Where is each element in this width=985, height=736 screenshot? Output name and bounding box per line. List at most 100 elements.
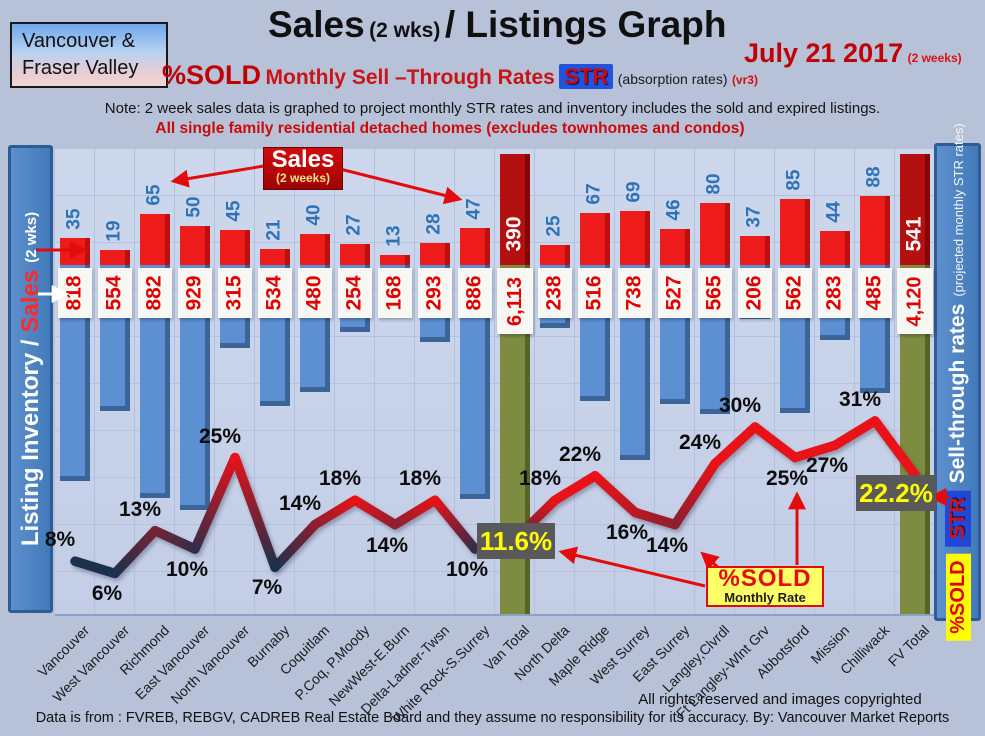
inventory-value-box: 565	[698, 268, 732, 318]
sales-value-label: 80	[703, 173, 725, 195]
title-rest: / Listings Graph	[444, 4, 727, 45]
left-axis-sales-label: Sales	[16, 269, 44, 333]
pctsold-callout-sub: Monthly Rate	[724, 589, 806, 605]
sales-callout-sub: (2 weeks)	[275, 170, 331, 185]
sales-value-label: 19	[103, 220, 125, 242]
right-axis-label: %SOLD STR Sell-through rates (projected …	[944, 123, 971, 641]
sales-bar	[180, 226, 210, 265]
sales-bar	[820, 231, 850, 265]
str-point-label: 18%	[518, 467, 562, 491]
pctsold-callout-title: %SOLD	[718, 565, 812, 592]
str-point-label: 7%	[251, 576, 283, 600]
sales-value-label: 541	[902, 216, 926, 252]
str-point-label: 18%	[318, 467, 362, 491]
date-line: July 21 2017 (2 weeks)	[744, 38, 962, 69]
subtitle-pctsold: %SOLD	[162, 60, 262, 90]
sales-total-bar	[900, 154, 930, 265]
sales-value-label: 85	[783, 169, 805, 191]
sales-value-label: 44	[823, 201, 845, 223]
sales-bar	[260, 249, 290, 265]
subtitle-absorption: (absorption rates)	[617, 71, 728, 87]
inventory-value-box: 527	[658, 268, 692, 318]
title-sales: Sales	[268, 4, 365, 45]
rights-text: All rights reserved and images copyright…	[638, 691, 922, 708]
inventory-value-box: 283	[818, 268, 852, 318]
str-point-label: 30%	[718, 394, 762, 417]
right-axis-bar: %SOLD STR Sell-through rates (projected …	[934, 123, 981, 641]
str-point-label: 13%	[118, 497, 162, 521]
inventory-value-box: 4,120	[897, 268, 933, 334]
sales-bar	[140, 214, 170, 265]
inventory-value-box: 562	[778, 268, 812, 318]
sales-bar	[420, 243, 450, 265]
str-point-label: 14%	[278, 491, 322, 515]
sales-bar	[660, 229, 690, 265]
inventory-value-box: 929	[178, 268, 212, 318]
inventory-value-box: 206	[738, 268, 772, 318]
sales-bar	[700, 203, 730, 265]
sales-value-label: 37	[743, 206, 765, 228]
inventory-value-box: 738	[618, 268, 652, 318]
str-point-label: 27%	[805, 454, 849, 478]
region-line2: Fraser Valley	[22, 57, 139, 79]
str-point-label: 22%	[558, 442, 602, 466]
inventory-value-box: 168	[378, 268, 412, 318]
page-title: Sales (2 wks) / Listings Graph	[268, 4, 726, 46]
str-point-label: 6%	[91, 582, 123, 606]
str-point-label: 10%	[165, 558, 209, 581]
str-point-label: 25%	[198, 424, 242, 448]
report-date-note: (2 weeks)	[907, 51, 962, 65]
subtitle-rates: Monthly Sell –Through Rates	[265, 66, 555, 89]
van-total-rate-box: 11.6%	[477, 523, 555, 559]
sales-callout-title: Sales	[271, 146, 335, 173]
left-axis-inventory-label: Listing Inventory /	[16, 339, 44, 547]
title-wks: (2 wks)	[369, 19, 441, 42]
inventory-value-box: 882	[138, 268, 172, 318]
inventory-value-box: 485	[858, 268, 892, 318]
region-box: Vancouver & Fraser Valley	[10, 22, 168, 88]
str-point-label: 24%	[678, 430, 722, 454]
sales-bar	[740, 236, 770, 265]
sales-bar	[340, 244, 370, 265]
sales-bar	[620, 211, 650, 265]
inventory-value-box: 554	[98, 268, 132, 318]
note-text: Note: 2 week sales data is graphed to pr…	[104, 100, 881, 117]
sales-value-label: 25	[543, 215, 565, 237]
pctsold-badge: %SOLD	[945, 553, 970, 641]
inventory-value-box: 6,113	[497, 268, 533, 334]
subtitle-version: (vr3)	[731, 73, 758, 87]
str-point-label: 25%	[765, 466, 809, 490]
fv-total-rate-box: 22.2%	[856, 475, 936, 511]
sales-bar	[60, 238, 90, 265]
inventory-value-box: 480	[298, 268, 332, 318]
str-badge-right: STR	[944, 490, 971, 547]
report-date: July 21 2017	[744, 38, 904, 68]
str-point-label: 10%	[445, 558, 489, 581]
inventory-value-box: 534	[258, 268, 292, 318]
sales-bar	[100, 250, 130, 265]
inventory-value-box: 293	[418, 268, 452, 318]
inventory-value-box: 238	[538, 268, 572, 318]
sales-callout: Sales (2 weeks)	[263, 147, 343, 190]
left-axis-label: Listing Inventory / Sales (2 wks)	[17, 212, 45, 546]
region-line1: Vancouver &	[22, 30, 136, 52]
right-axis-title: Sell-through rates	[945, 303, 969, 484]
sales-total-bar	[500, 154, 530, 265]
scope-text: All single family residential detached h…	[155, 120, 745, 137]
str-point-label: 14%	[645, 533, 689, 557]
inventory-value-box: 315	[218, 268, 252, 318]
inventory-value-box: 254	[338, 268, 372, 318]
sales-bar	[780, 199, 810, 265]
sales-value-label: 47	[463, 198, 485, 220]
sales-bar	[300, 234, 330, 265]
left-axis-bar: Listing Inventory / Sales (2 wks)	[8, 145, 53, 613]
str-badge: STR	[559, 64, 614, 89]
left-axis-wks-label: (2 wks)	[22, 211, 39, 263]
str-point-label: 31%	[838, 387, 882, 411]
sales-bar	[540, 245, 570, 265]
str-point-label: 8%	[44, 528, 76, 552]
str-point-label: 14%	[365, 533, 409, 557]
sales-bar	[460, 228, 490, 265]
sales-bar	[220, 230, 250, 265]
